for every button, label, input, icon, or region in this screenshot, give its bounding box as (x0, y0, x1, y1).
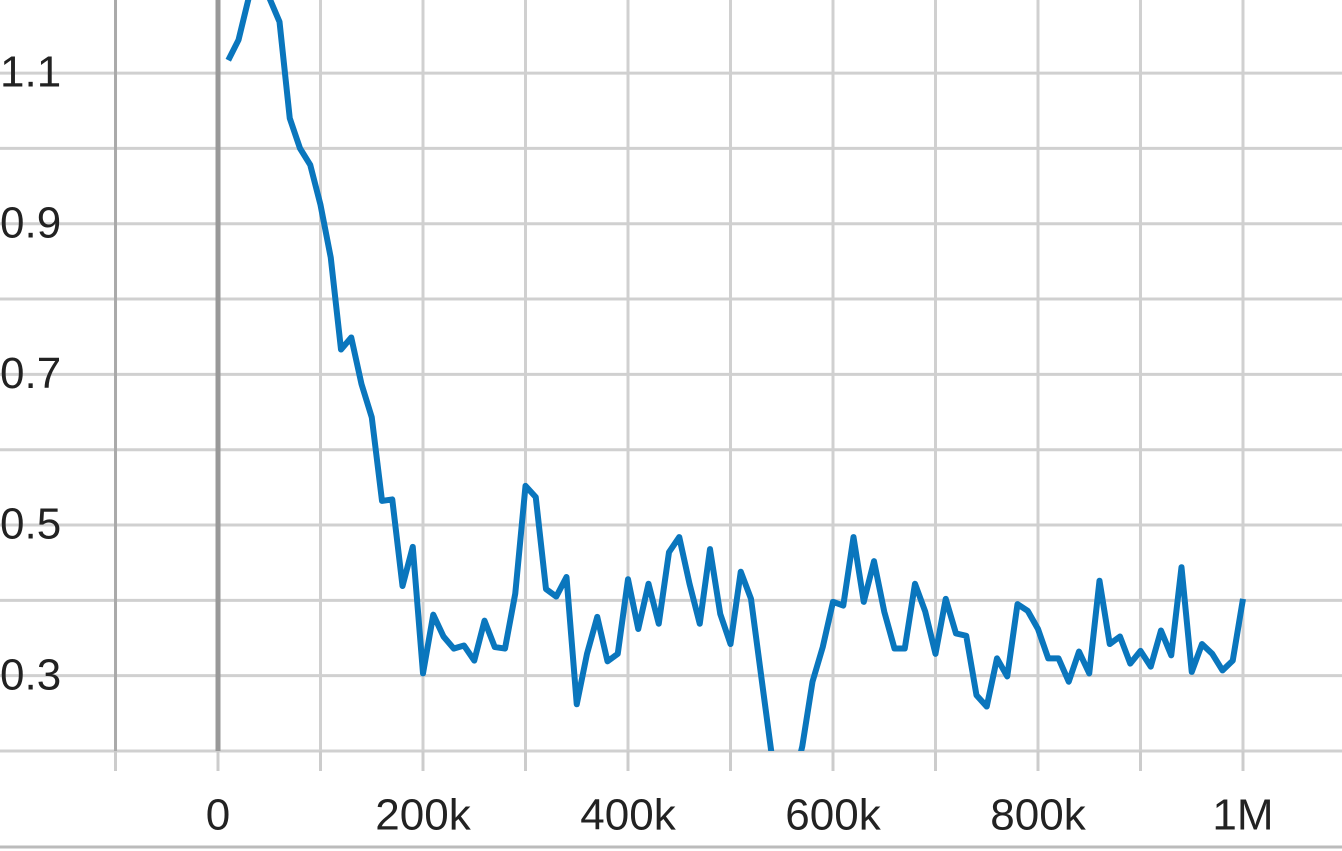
y-tick-label: 0.5 (0, 500, 61, 549)
x-tick-label: 600k (785, 791, 881, 840)
x-tick-label: 800k (990, 791, 1086, 840)
y-tick-label: 0.3 (0, 650, 61, 699)
x-tick-label: 200k (375, 791, 471, 840)
x-tick-label: 0 (206, 791, 230, 840)
x-tick-label: 400k (580, 791, 676, 840)
data-line (225, 0, 1246, 751)
x-tick-label: 1M (1212, 791, 1273, 840)
y-tick-label: 0.9 (0, 198, 61, 247)
y-tick-label: 0.7 (0, 349, 61, 398)
y-tick-label: 1.1 (0, 48, 61, 97)
